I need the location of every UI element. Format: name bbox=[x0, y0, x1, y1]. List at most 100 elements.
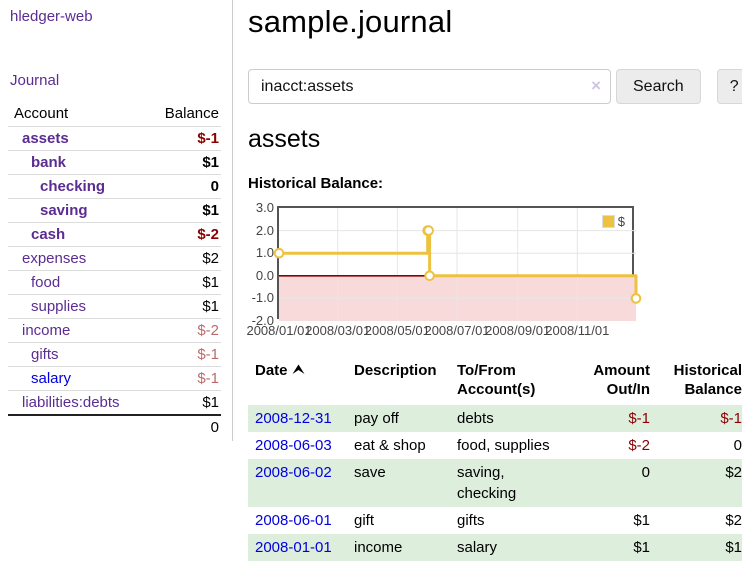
chart-plot[interactable]: $ bbox=[273, 206, 642, 321]
account-row: saving $1 bbox=[8, 198, 221, 223]
col-accounts: To/From Account(s) bbox=[457, 362, 536, 398]
x-axis-tick: 2008/05/01 bbox=[364, 323, 430, 338]
account-link-assets[interactable]: assets bbox=[22, 130, 69, 147]
account-row: cash $-2 bbox=[8, 222, 221, 247]
account-row: checking 0 bbox=[8, 174, 221, 199]
register-header-row: Date Description To/From Account(s) Amou… bbox=[248, 359, 742, 405]
transaction-amount: $-1 bbox=[628, 410, 650, 427]
historical-balance-chart: $ 3.0 2.0 1.0 0.0 -1.0 -2.0 2008/01/01 2008/03/… bbox=[246, 200, 742, 343]
account-balance: $1 bbox=[145, 390, 221, 415]
col-amount: Amount Out/In bbox=[593, 362, 650, 398]
app-title-link[interactable]: hledger-web bbox=[10, 8, 93, 25]
register-table-body: 2008-12-31 pay off debts $-1 $-1 2008-06-03 ea… bbox=[248, 405, 742, 561]
accounts-table-body: assets $-1 bank $1 checking 0 saving $1 cash $-2 e… bbox=[8, 126, 221, 415]
x-axis-tick: 2008/07/01 bbox=[424, 323, 490, 338]
account-link-liabilities:debts[interactable]: liabilities:debts bbox=[22, 394, 120, 411]
account-balance: $-2 bbox=[145, 222, 221, 247]
transaction-accounts: gifts bbox=[457, 512, 485, 529]
col-balance: Historical Balance bbox=[673, 362, 742, 398]
transaction-date-link[interactable]: 2008-06-01 bbox=[255, 512, 332, 529]
account-link-checking[interactable]: checking bbox=[40, 178, 106, 195]
register-row: 2008-06-02 save saving, checking 0 $2 bbox=[248, 459, 742, 507]
account-balance: $1 bbox=[145, 150, 221, 175]
transaction-amount: $-2 bbox=[628, 437, 650, 454]
account-link-expenses[interactable]: expenses bbox=[22, 250, 87, 267]
account-balance: $-1 bbox=[145, 126, 221, 151]
account-balance: $1 bbox=[145, 294, 221, 319]
register-row: 2008-06-01 gift gifts $1 $2 bbox=[248, 507, 742, 534]
historical-balance-label: Historical Balance: bbox=[248, 175, 384, 192]
account-link-saving[interactable]: saving bbox=[40, 202, 88, 219]
y-axis-tick: -2.0 bbox=[251, 313, 274, 328]
transaction-balance: $2 bbox=[725, 464, 742, 481]
transaction-accounts: food, supplies bbox=[457, 437, 550, 454]
transaction-balance: $2 bbox=[725, 512, 742, 529]
col-description: Description bbox=[354, 362, 437, 379]
page-title: sample.journal bbox=[248, 4, 453, 39]
clear-search-icon[interactable]: × bbox=[591, 76, 601, 95]
account-balance: $-2 bbox=[145, 318, 221, 343]
account-row: liabilities:debts $1 bbox=[8, 390, 221, 415]
account-balance: $1 bbox=[145, 270, 221, 295]
account-row: bank $1 bbox=[8, 150, 221, 175]
search-row: × Search ? bbox=[248, 69, 742, 104]
x-axis-tick: 2008/01/01 bbox=[246, 323, 312, 338]
account-row: expenses $2 bbox=[8, 246, 221, 271]
transaction-balance: 0 bbox=[733, 437, 742, 454]
search-input[interactable] bbox=[248, 69, 611, 104]
sidebar: hledger-web Journal Account Balance asse… bbox=[0, 0, 233, 441]
transaction-accounts: salary bbox=[457, 539, 498, 556]
accounts-total-value: 0 bbox=[145, 414, 221, 439]
accounts-table: Account Balance assets $-1 bank $1 checking 0… bbox=[8, 102, 221, 439]
transaction-date-link[interactable]: 2008-06-03 bbox=[255, 437, 332, 454]
account-link-bank[interactable]: bank bbox=[31, 154, 67, 171]
sidebar-item-journal[interactable]: Journal bbox=[10, 72, 60, 89]
account-heading: assets bbox=[248, 125, 321, 153]
main-panel: sample.journal × Search ? assets Histori… bbox=[233, 0, 742, 561]
account-row: salary $-1 bbox=[8, 366, 221, 391]
account-balance: $1 bbox=[145, 198, 221, 223]
account-link-cash[interactable]: cash bbox=[31, 226, 66, 243]
transaction-description: save bbox=[354, 464, 386, 481]
help-button[interactable]: ? bbox=[716, 69, 742, 104]
account-row: assets $-1 bbox=[8, 126, 221, 151]
register-table: Date Description To/From Account(s) Amou… bbox=[248, 359, 742, 561]
account-link-salary[interactable]: salary bbox=[31, 370, 72, 387]
account-link-food[interactable]: food bbox=[31, 274, 61, 291]
transaction-description: gift bbox=[354, 512, 375, 529]
x-axis-tick: 2008/09/01 bbox=[485, 323, 551, 338]
account-balance: $-1 bbox=[145, 366, 221, 391]
col-date[interactable]: Date bbox=[248, 359, 347, 405]
accounts-col-balance: Balance bbox=[164, 105, 219, 122]
account-balance: 0 bbox=[145, 174, 221, 199]
transaction-balance: $1 bbox=[725, 539, 742, 556]
transaction-date-link[interactable]: 2008-12-31 bbox=[255, 410, 332, 427]
transaction-description: pay off bbox=[354, 410, 399, 427]
transaction-amount: $1 bbox=[633, 512, 650, 529]
chart-legend: $ bbox=[599, 213, 627, 230]
transaction-date-link[interactable]: 2008-01-01 bbox=[255, 539, 332, 556]
account-link-income[interactable]: income bbox=[22, 322, 71, 339]
account-balance: $-1 bbox=[145, 342, 221, 367]
search-button[interactable]: Search bbox=[616, 69, 701, 104]
transaction-description: income bbox=[354, 539, 403, 556]
transaction-accounts: saving, checking bbox=[457, 464, 517, 502]
account-link-supplies[interactable]: supplies bbox=[31, 298, 87, 315]
account-balance: $2 bbox=[145, 246, 221, 271]
register-row: 2008-01-01 income salary $1 $1 bbox=[248, 534, 742, 561]
account-row: gifts $-1 bbox=[8, 342, 221, 367]
transaction-amount: $1 bbox=[633, 539, 650, 556]
register-row: 2008-12-31 pay off debts $-1 $-1 bbox=[248, 405, 742, 432]
sort-ascending-icon bbox=[292, 364, 305, 374]
transaction-amount: 0 bbox=[641, 464, 650, 481]
y-axis-tick: -1.0 bbox=[251, 290, 274, 306]
transaction-accounts: debts bbox=[457, 410, 494, 427]
register-row: 2008-06-03 eat & shop food, supplies $-2 0 bbox=[248, 432, 742, 459]
transaction-date-link[interactable]: 2008-06-02 bbox=[255, 464, 332, 481]
account-link-gifts[interactable]: gifts bbox=[31, 346, 59, 363]
transaction-description: eat & shop bbox=[354, 437, 426, 454]
legend-label: $ bbox=[617, 214, 625, 229]
y-axis-tick: 1.0 bbox=[255, 245, 274, 261]
x-axis-tick: 2008/03/01 bbox=[305, 323, 371, 338]
accounts-col-account: Account bbox=[14, 105, 69, 122]
